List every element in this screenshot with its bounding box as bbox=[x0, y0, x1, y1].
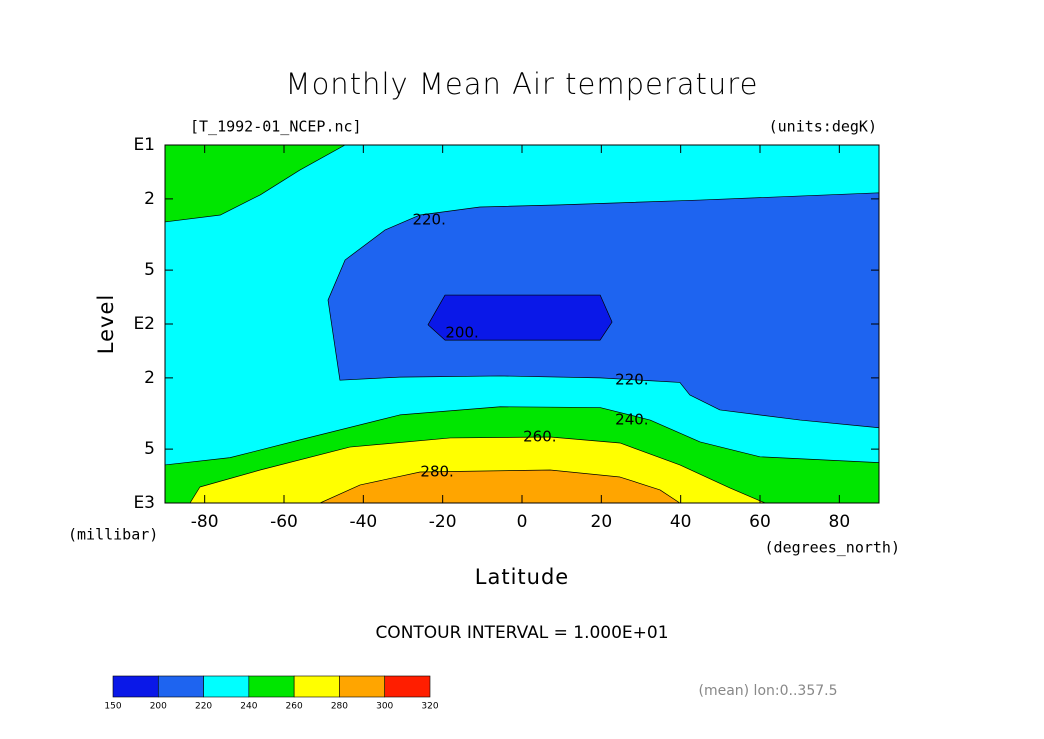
contour-label: 200. bbox=[445, 323, 478, 341]
x-tick-label: 60 bbox=[749, 512, 771, 532]
colorbar-swatch bbox=[203, 675, 250, 698]
colorbar-label: 320 bbox=[421, 702, 438, 712]
colorbar-swatch bbox=[384, 675, 431, 698]
contour-label: 220. bbox=[615, 370, 648, 388]
colorbar-label: 150 bbox=[104, 702, 121, 712]
x-tick-label: 40 bbox=[670, 512, 692, 532]
y-tick-label: E3 bbox=[133, 493, 155, 513]
x-axis-label: Latitude bbox=[475, 565, 569, 589]
colorbar-label: 220 bbox=[195, 702, 212, 712]
colorbar-swatch bbox=[112, 675, 159, 698]
y-tick-label: E1 bbox=[133, 135, 155, 155]
subtitle: [T_1992-01_NCEP.nc] bbox=[190, 118, 362, 136]
plot-area: 220. 200. 220. 240. 260. 280. bbox=[165, 145, 879, 503]
contour-fill: 220. 200. 220. 240. 260. 280. bbox=[165, 145, 879, 503]
colorbar-label: 300 bbox=[376, 702, 393, 712]
colorbar-label: 280 bbox=[331, 702, 348, 712]
annotation: CONTOUR INTERVAL = 1.000E+01 bbox=[375, 623, 668, 643]
y-tick-label: 5 bbox=[144, 260, 155, 280]
y-tick-label: E2 bbox=[133, 314, 155, 334]
footer: (mean) lon:0..357.5 bbox=[698, 683, 837, 699]
colorbar-swatch bbox=[293, 675, 340, 698]
y-units: (millibar) bbox=[68, 526, 158, 544]
chart-title: Monthly Mean Air temperature bbox=[286, 67, 759, 101]
contour-label: 280. bbox=[420, 462, 453, 480]
x-tick-label: 80 bbox=[829, 512, 851, 532]
contour-region bbox=[165, 145, 346, 223]
contour-region bbox=[319, 469, 681, 503]
x-tick-label: -60 bbox=[270, 512, 298, 532]
x-tick-label: -20 bbox=[429, 512, 457, 532]
x-tick-label: -40 bbox=[349, 512, 377, 532]
y-tick-label: 2 bbox=[144, 189, 155, 209]
colorbar-label: 260 bbox=[286, 702, 303, 712]
colorbar-swatch bbox=[339, 675, 386, 698]
y-tick-label: 2 bbox=[144, 368, 155, 388]
contour-region bbox=[427, 294, 613, 341]
contour-label: 260. bbox=[523, 428, 556, 446]
colorbar-label: 240 bbox=[240, 702, 257, 712]
colorbar-label: 200 bbox=[150, 702, 167, 712]
colorbar-swatch bbox=[248, 675, 295, 698]
x-tick-label: 0 bbox=[517, 512, 528, 532]
y-tick-label: 5 bbox=[144, 439, 155, 459]
y-axis-label: Level bbox=[94, 294, 118, 354]
contour-label: 240. bbox=[615, 411, 648, 429]
units: (units:degK) bbox=[769, 118, 877, 136]
x-tick-label: 20 bbox=[591, 512, 613, 532]
x-units: (degrees_north) bbox=[765, 539, 900, 557]
contour-label: 220. bbox=[412, 210, 445, 228]
colorbar-swatch bbox=[157, 675, 204, 698]
x-tick-label: -80 bbox=[191, 512, 219, 532]
